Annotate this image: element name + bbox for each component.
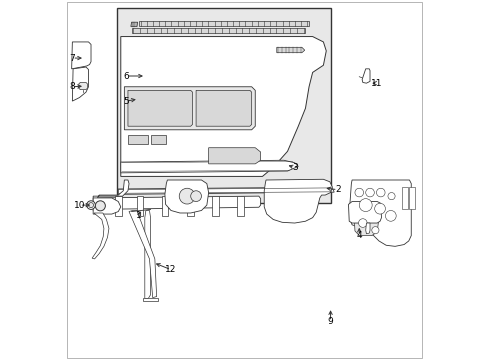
Polygon shape: [187, 196, 193, 216]
Text: 10: 10: [74, 201, 85, 210]
Circle shape: [354, 188, 363, 197]
Text: 5: 5: [123, 96, 129, 105]
Polygon shape: [94, 196, 260, 210]
Circle shape: [88, 203, 93, 208]
Polygon shape: [124, 87, 255, 130]
Polygon shape: [79, 82, 87, 90]
Circle shape: [376, 188, 384, 197]
Circle shape: [179, 188, 195, 204]
Polygon shape: [212, 196, 218, 216]
Circle shape: [86, 201, 95, 210]
Polygon shape: [93, 180, 129, 211]
Circle shape: [365, 188, 373, 197]
Text: 12: 12: [165, 265, 176, 274]
Polygon shape: [93, 198, 121, 214]
Polygon shape: [121, 160, 298, 173]
Text: 4: 4: [356, 231, 361, 240]
Polygon shape: [128, 90, 192, 126]
Polygon shape: [137, 196, 143, 216]
Circle shape: [387, 193, 394, 200]
Polygon shape: [72, 42, 91, 69]
Polygon shape: [162, 196, 168, 216]
Polygon shape: [143, 298, 158, 301]
Polygon shape: [118, 187, 333, 194]
Text: 3: 3: [291, 163, 297, 172]
Circle shape: [371, 226, 378, 234]
Text: 2: 2: [334, 185, 340, 194]
Polygon shape: [144, 211, 150, 298]
Text: 7: 7: [69, 54, 75, 63]
Circle shape: [95, 201, 105, 211]
Circle shape: [359, 199, 371, 212]
Text: 6: 6: [123, 72, 129, 81]
Polygon shape: [353, 212, 378, 235]
Circle shape: [374, 203, 385, 214]
Polygon shape: [362, 69, 369, 83]
Circle shape: [358, 219, 366, 227]
Polygon shape: [164, 180, 208, 213]
Text: 1: 1: [136, 211, 142, 220]
Polygon shape: [129, 211, 156, 298]
Bar: [131, 28, 305, 33]
Circle shape: [190, 191, 201, 202]
Polygon shape: [196, 90, 251, 126]
Circle shape: [385, 211, 395, 221]
Polygon shape: [408, 187, 414, 209]
Bar: [151, 135, 165, 144]
Polygon shape: [115, 196, 122, 216]
Polygon shape: [131, 22, 137, 27]
Text: 11: 11: [371, 79, 382, 88]
Polygon shape: [92, 213, 109, 259]
Polygon shape: [349, 180, 410, 246]
Polygon shape: [237, 196, 244, 216]
Polygon shape: [348, 202, 381, 223]
Polygon shape: [276, 47, 304, 53]
Bar: [139, 21, 308, 26]
Text: 8: 8: [69, 82, 75, 91]
Polygon shape: [402, 187, 407, 209]
Polygon shape: [264, 179, 332, 223]
Bar: [117, 8, 330, 203]
Polygon shape: [72, 67, 88, 101]
Polygon shape: [121, 37, 325, 176]
Polygon shape: [208, 148, 260, 164]
Bar: [128, 135, 147, 144]
Polygon shape: [365, 223, 369, 234]
Text: 9: 9: [327, 317, 333, 326]
